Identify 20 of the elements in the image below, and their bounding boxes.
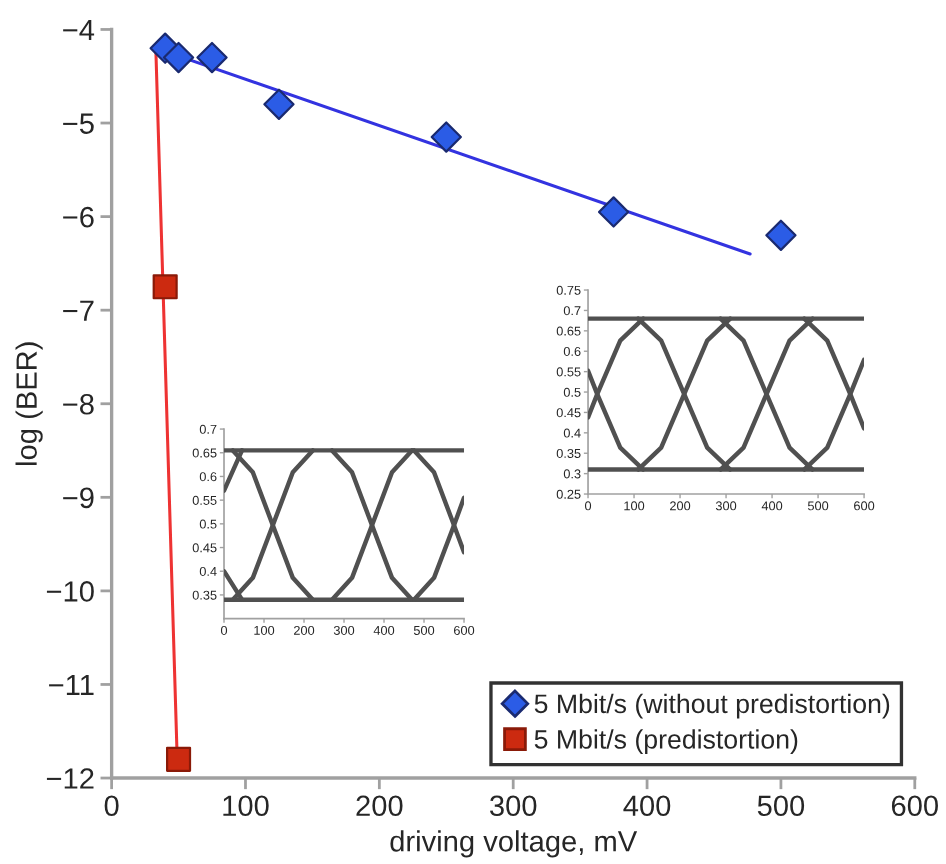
x-tick-label: 200 [356, 795, 403, 817]
legend-label: 5 Mbit/s (predistortion) [534, 729, 798, 755]
y-tick-label: −9 [63, 487, 94, 509]
x-tick-label: 500 [757, 795, 805, 817]
legend-label: 5 Mbit/s (without predistortion) [534, 693, 890, 719]
x-tick-label: 100 [223, 795, 269, 817]
y-tick-label: −12 [46, 768, 94, 789]
x-tick-label: 600 [891, 795, 938, 817]
y-tick-label: −8 [63, 393, 94, 415]
x-tick-label: 0 [104, 795, 119, 817]
x-tick-label: 300 [489, 795, 537, 817]
y-tick-label: −10 [46, 581, 94, 602]
y-tick-label: −6 [63, 206, 94, 228]
y-tick-label: −5 [63, 113, 94, 134]
y-tick-label: −7 [63, 300, 94, 321]
x-tick-label: 400 [623, 795, 671, 817]
y-axis-title: log (BER) [15, 342, 43, 465]
y-tick-label: −4 [63, 19, 95, 41]
y-tick-label: −11 [49, 674, 94, 696]
x-axis-title: driving voltage, mV [390, 830, 638, 858]
